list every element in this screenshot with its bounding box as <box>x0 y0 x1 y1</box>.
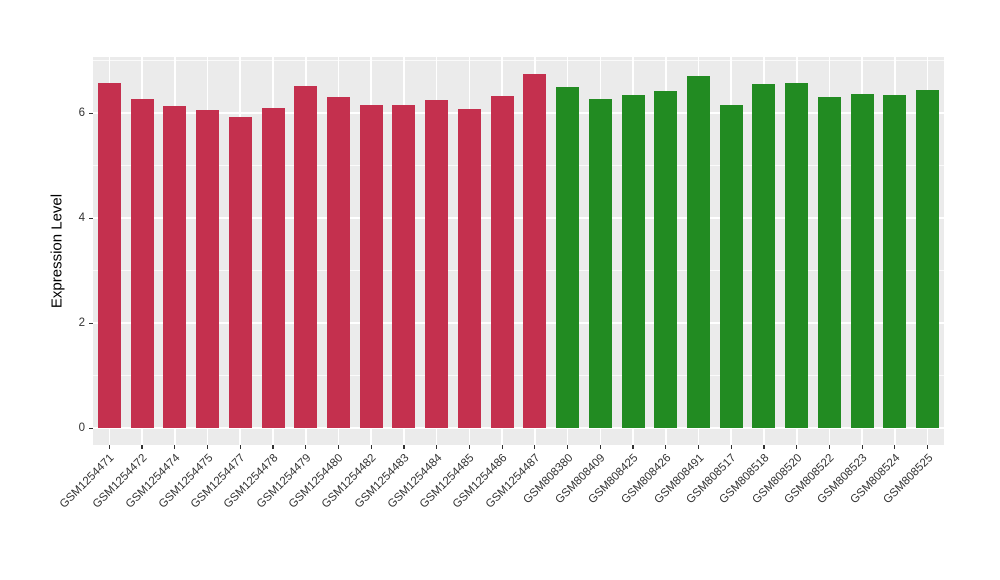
bar-GSM808426 <box>654 90 678 428</box>
gridline-major-y <box>93 112 944 114</box>
y-tick-label: 0 <box>78 422 85 434</box>
gridline-minor-y <box>93 375 944 376</box>
bar-GSM1254484 <box>425 100 449 428</box>
bar-GSM808518 <box>752 84 776 428</box>
x-tick-mark <box>337 445 340 449</box>
y-tick-mark <box>89 322 93 324</box>
y-tick-label: 4 <box>78 212 85 224</box>
bar-GSM808517 <box>719 104 743 428</box>
plot-panel <box>93 57 944 445</box>
x-tick-mark <box>174 445 176 449</box>
bar-GSM808409 <box>588 98 612 428</box>
x-tick-mark <box>861 445 863 449</box>
gridline-minor-y <box>93 60 944 61</box>
x-tick-mark <box>599 445 601 449</box>
y-tick-mark <box>89 217 93 219</box>
x-tick-mark <box>108 445 110 449</box>
bar-GSM808520 <box>785 82 809 428</box>
x-tick-mark <box>436 445 438 449</box>
bar-GSM1254471 <box>97 82 121 428</box>
bar-GSM1254474 <box>163 105 187 428</box>
x-tick-mark <box>534 445 536 449</box>
x-tick-mark <box>206 445 209 449</box>
bar-GSM1254487 <box>523 73 547 428</box>
y-tick-mark <box>89 112 93 114</box>
bar-GSM808523 <box>850 94 874 428</box>
x-tick-mark <box>566 445 569 449</box>
bar-GSM808425 <box>621 95 645 428</box>
bar-GSM1254475 <box>196 110 220 428</box>
bar-GSM1254485 <box>457 108 481 428</box>
bar-GSM1254479 <box>294 85 318 428</box>
y-tick-label: 6 <box>78 107 85 119</box>
x-tick-mark <box>828 445 831 449</box>
bar-GSM808491 <box>687 75 711 428</box>
x-tick-mark <box>796 445 798 449</box>
x-tick-mark <box>730 445 732 449</box>
bar-GSM1254478 <box>261 107 285 428</box>
bar-GSM1254480 <box>326 96 350 428</box>
bar-GSM808525 <box>916 89 940 428</box>
bar-GSM1254482 <box>359 104 383 428</box>
x-tick-mark <box>894 445 896 449</box>
gridline-minor-y <box>93 270 944 271</box>
x-tick-mark <box>239 445 241 449</box>
bar-GSM808522 <box>817 97 841 428</box>
x-tick-mark <box>141 445 143 449</box>
x-tick-mark <box>501 445 503 449</box>
x-tick-mark <box>665 445 667 449</box>
x-tick-mark <box>305 445 307 449</box>
bar-GSM808380 <box>556 87 580 428</box>
bar-GSM1254483 <box>392 105 416 428</box>
x-tick-mark <box>403 445 405 449</box>
y-tick-mark <box>89 427 93 429</box>
x-tick-mark <box>468 445 470 449</box>
bar-GSM808524 <box>883 94 907 428</box>
x-tick-mark <box>370 445 372 449</box>
y-tick-label: 2 <box>78 317 85 329</box>
x-tick-mark <box>763 445 765 449</box>
x-tick-mark <box>272 445 274 449</box>
gridline-major-y <box>93 322 944 324</box>
gridline-major-y <box>93 217 944 219</box>
bar-GSM1254472 <box>130 98 154 428</box>
x-tick-mark <box>632 445 634 449</box>
gridline-major-y <box>93 427 944 429</box>
x-tick-mark <box>927 445 929 449</box>
bar-GSM1254477 <box>228 117 252 428</box>
x-tick-mark <box>697 445 700 449</box>
gridline-minor-y <box>93 165 944 166</box>
bar-GSM1254486 <box>490 95 514 428</box>
